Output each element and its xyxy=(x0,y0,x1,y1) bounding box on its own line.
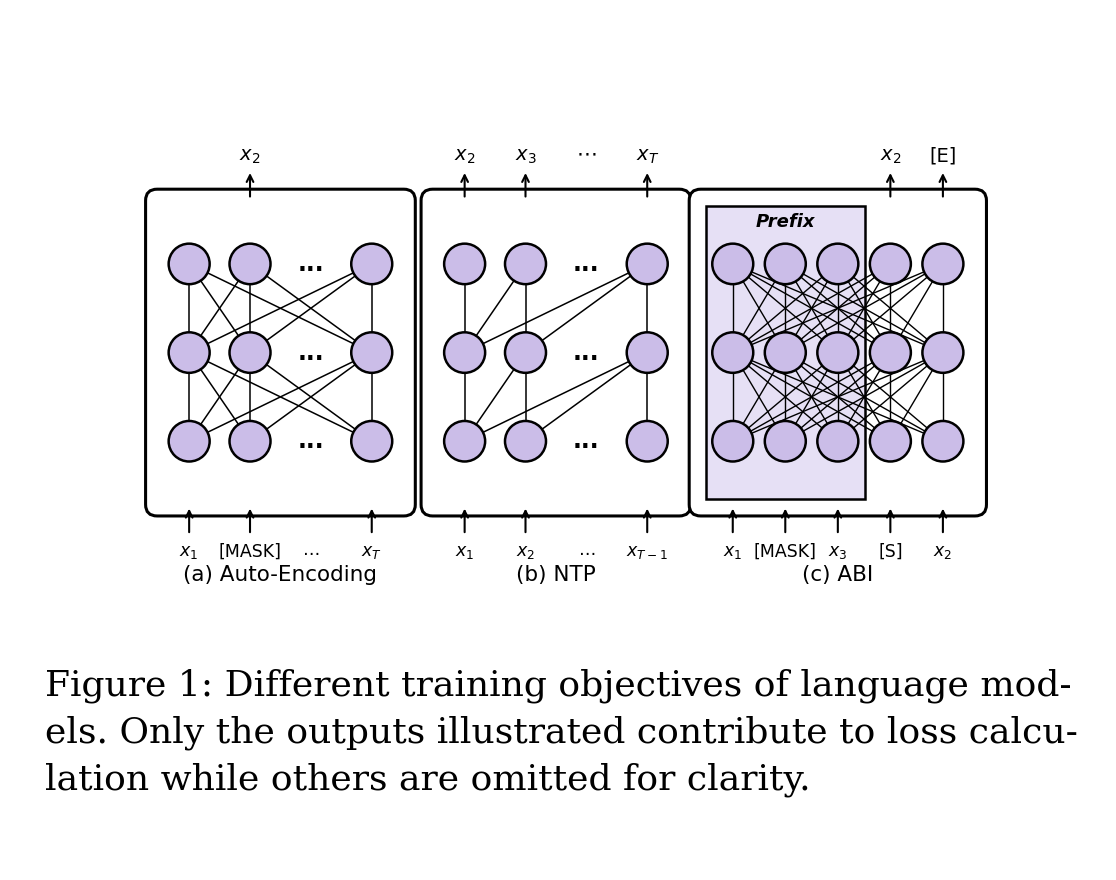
Text: [E]: [E] xyxy=(930,147,956,165)
Text: $x_3$: $x_3$ xyxy=(828,543,847,561)
Text: Figure 1: Different training objectives of language mod-
els. Only the outputs i: Figure 1: Different training objectives … xyxy=(45,669,1078,796)
Text: $x_{T-1}$: $x_{T-1}$ xyxy=(626,543,668,561)
Circle shape xyxy=(817,421,858,461)
Text: $x_T$: $x_T$ xyxy=(636,147,658,165)
Text: [S]: [S] xyxy=(878,543,903,561)
Circle shape xyxy=(923,421,963,461)
Circle shape xyxy=(444,333,485,373)
Text: ...: ... xyxy=(298,429,324,453)
Circle shape xyxy=(923,333,963,373)
Circle shape xyxy=(764,421,806,461)
Text: $\cdots$: $\cdots$ xyxy=(578,543,595,561)
Text: ...: ... xyxy=(573,429,599,453)
Circle shape xyxy=(627,421,667,461)
Text: $x_2$: $x_2$ xyxy=(879,147,901,165)
Text: $x_3$: $x_3$ xyxy=(514,147,537,165)
Circle shape xyxy=(817,333,858,373)
Text: Prefix: Prefix xyxy=(756,213,815,231)
Circle shape xyxy=(352,421,392,461)
Circle shape xyxy=(230,333,270,373)
Circle shape xyxy=(169,244,210,284)
Text: [MASK]: [MASK] xyxy=(219,543,281,561)
Text: $x_1$: $x_1$ xyxy=(180,543,199,561)
Circle shape xyxy=(230,244,270,284)
Circle shape xyxy=(627,333,667,373)
Text: $x_1$: $x_1$ xyxy=(723,543,742,561)
Text: ...: ... xyxy=(573,252,599,276)
Text: [MASK]: [MASK] xyxy=(753,543,817,561)
Text: ...: ... xyxy=(573,341,599,364)
Text: (c) ABI: (c) ABI xyxy=(802,565,874,584)
FancyBboxPatch shape xyxy=(690,189,987,516)
Circle shape xyxy=(169,333,210,373)
Text: (a) Auto-Encoding: (a) Auto-Encoding xyxy=(183,565,377,584)
Circle shape xyxy=(712,421,753,461)
Text: ...: ... xyxy=(298,341,324,364)
FancyBboxPatch shape xyxy=(421,189,691,516)
Circle shape xyxy=(352,333,392,373)
Circle shape xyxy=(923,244,963,284)
Circle shape xyxy=(506,244,546,284)
Text: $\cdots$: $\cdots$ xyxy=(302,543,319,561)
Circle shape xyxy=(712,244,753,284)
Text: $x_2$: $x_2$ xyxy=(516,543,535,561)
Circle shape xyxy=(712,333,753,373)
Circle shape xyxy=(169,421,210,461)
Circle shape xyxy=(230,421,270,461)
Circle shape xyxy=(869,421,911,461)
Circle shape xyxy=(869,244,911,284)
Circle shape xyxy=(506,421,546,461)
Circle shape xyxy=(627,244,667,284)
FancyBboxPatch shape xyxy=(705,206,865,500)
Text: $\cdots$: $\cdots$ xyxy=(576,143,597,163)
Text: $x_T$: $x_T$ xyxy=(362,543,382,561)
Circle shape xyxy=(764,333,806,373)
Text: (b) NTP: (b) NTP xyxy=(516,565,596,584)
FancyBboxPatch shape xyxy=(145,189,415,516)
Text: ...: ... xyxy=(298,252,324,276)
Circle shape xyxy=(869,333,911,373)
Circle shape xyxy=(444,421,485,461)
Circle shape xyxy=(352,244,392,284)
Circle shape xyxy=(506,333,546,373)
Text: $x_2$: $x_2$ xyxy=(454,147,475,165)
Circle shape xyxy=(817,244,858,284)
Text: $x_2$: $x_2$ xyxy=(933,543,953,561)
Text: $x_2$: $x_2$ xyxy=(239,147,261,165)
Circle shape xyxy=(764,244,806,284)
Circle shape xyxy=(444,244,485,284)
Text: $x_1$: $x_1$ xyxy=(455,543,474,561)
